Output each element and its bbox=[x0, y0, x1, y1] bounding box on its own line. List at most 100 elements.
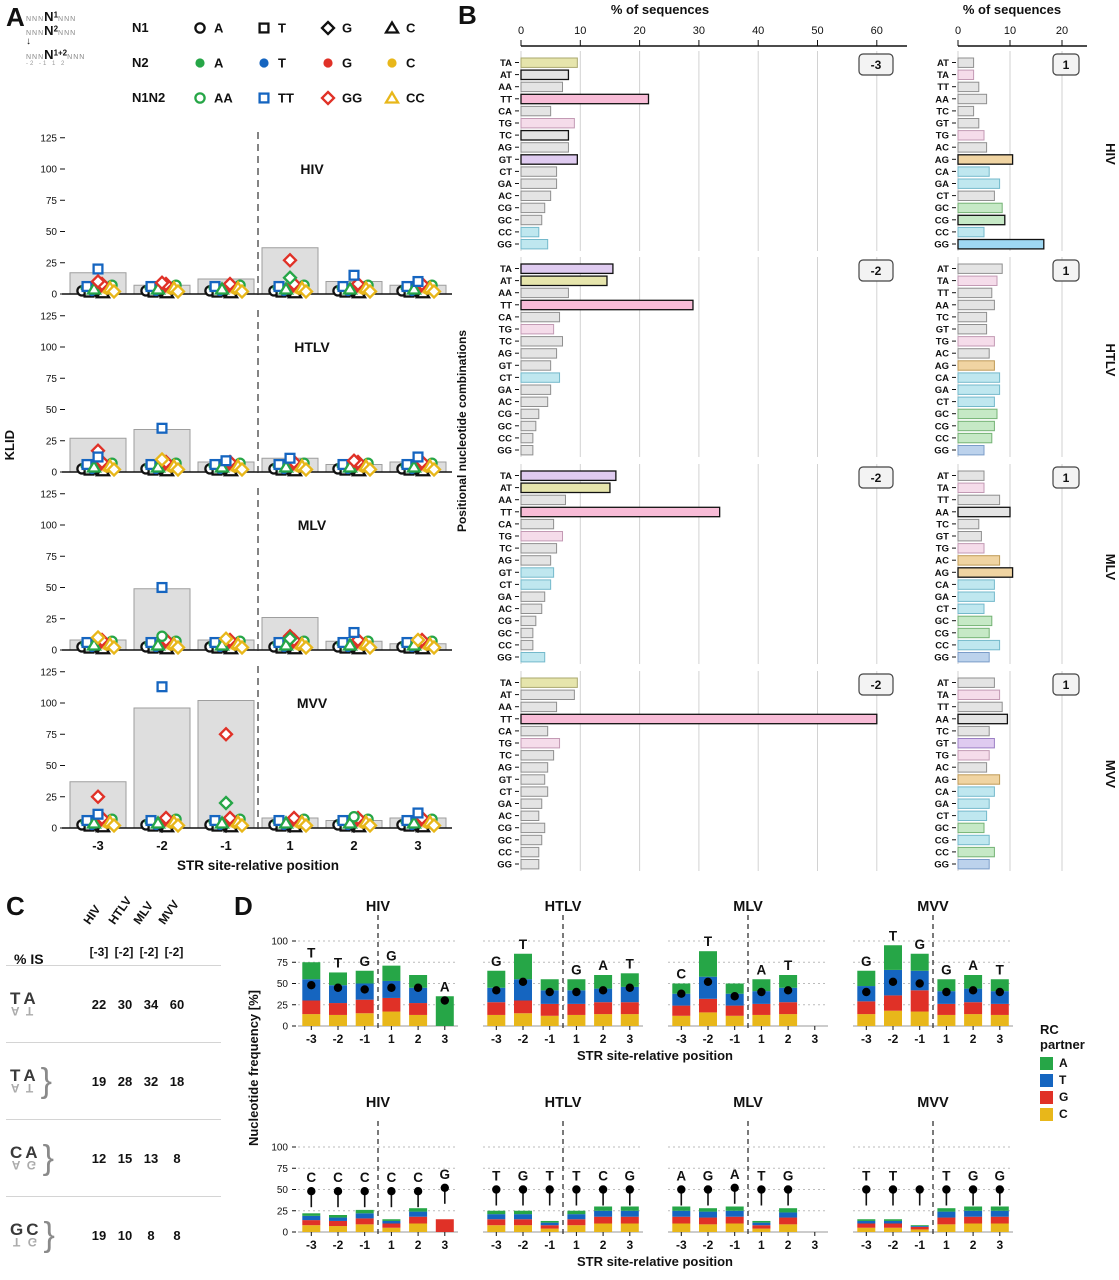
seq-bar bbox=[520, 263, 614, 275]
freq-segment bbox=[725, 1015, 744, 1026]
combo-label: TC bbox=[936, 312, 949, 323]
consensus-letter: A bbox=[676, 1169, 686, 1184]
combo-label: AA bbox=[935, 507, 949, 518]
seq-bar bbox=[520, 311, 561, 323]
freq-segment bbox=[990, 1206, 1009, 1211]
seq-bar bbox=[520, 652, 546, 663]
klid-marker bbox=[298, 817, 314, 834]
klid-marker bbox=[426, 461, 442, 478]
legend-CC-icon bbox=[383, 90, 401, 104]
freq-segment bbox=[964, 1210, 983, 1217]
combo-label: TT bbox=[937, 702, 949, 713]
freq-segment bbox=[355, 1218, 374, 1225]
freq-segment bbox=[937, 1217, 956, 1225]
freq-segment bbox=[540, 1220, 559, 1223]
seq-bar bbox=[957, 105, 975, 117]
seq-bar bbox=[957, 555, 1001, 566]
combo-label: AC bbox=[498, 397, 512, 408]
seq-bar bbox=[520, 408, 540, 420]
legend-G-icon bbox=[323, 58, 333, 68]
rc-swatch-icon bbox=[1040, 1107, 1053, 1121]
y-tick-label: 0 bbox=[51, 468, 57, 479]
combo-label: GT bbox=[936, 325, 949, 336]
y-tick-label: 50 bbox=[46, 227, 58, 238]
seq-bar bbox=[957, 677, 995, 688]
freq-segment bbox=[884, 1220, 902, 1224]
klid-marker bbox=[362, 639, 378, 656]
virus-label: MLV bbox=[1103, 554, 1118, 581]
combo-label: TT bbox=[500, 94, 512, 105]
seq-bar bbox=[957, 639, 1001, 651]
freq-segment bbox=[329, 1014, 347, 1026]
combo-label: CT bbox=[936, 191, 949, 202]
combo-label: AG bbox=[498, 556, 512, 567]
sequence-logo: C A A G} bbox=[10, 1141, 54, 1175]
freq-segment bbox=[355, 1209, 374, 1214]
freq-segment bbox=[329, 1217, 347, 1221]
freq-segment bbox=[620, 1206, 639, 1211]
freq-segment bbox=[725, 983, 744, 994]
mean-dot bbox=[703, 1185, 713, 1194]
combo-label: TT bbox=[500, 507, 512, 518]
combo-label: AG bbox=[498, 143, 512, 154]
combo-label: GG bbox=[934, 240, 949, 251]
chart-title: MLV bbox=[733, 1095, 763, 1111]
combo-label: CG bbox=[935, 835, 949, 846]
freq-segment bbox=[302, 1000, 321, 1015]
seq-bar bbox=[957, 701, 1003, 713]
freq-segment bbox=[487, 1014, 506, 1026]
freq-segment bbox=[964, 975, 983, 989]
freq-segment bbox=[672, 1206, 691, 1211]
seq-bar bbox=[957, 420, 995, 432]
freq-segment bbox=[672, 983, 691, 994]
combo-label: CT bbox=[499, 373, 512, 384]
x-tick-label: -1 bbox=[544, 1032, 555, 1046]
x-tick-label: -3 bbox=[861, 1238, 872, 1252]
combo-label: AC bbox=[935, 143, 949, 154]
combo-label: CG bbox=[498, 616, 512, 627]
legend-row-title: N2 bbox=[132, 55, 149, 70]
combo-label: TA bbox=[500, 264, 512, 275]
combo-label: GC bbox=[498, 835, 512, 846]
klid-marker bbox=[298, 639, 314, 656]
freq-segment bbox=[540, 1228, 559, 1232]
logo-letter: A bbox=[25, 1142, 38, 1162]
mean-dot bbox=[942, 1185, 951, 1194]
seq-bar bbox=[957, 384, 1001, 395]
freq-segment bbox=[990, 979, 1009, 992]
freq-segment bbox=[382, 1223, 401, 1228]
seq-bar bbox=[520, 299, 694, 311]
klid-marker bbox=[170, 639, 186, 656]
klid-marker bbox=[350, 276, 366, 292]
y-tick-label: 75 bbox=[46, 196, 58, 207]
panel-d-label: D bbox=[234, 891, 253, 921]
consensus-letter: T bbox=[757, 1169, 766, 1184]
x-tick-label: -2 bbox=[518, 1238, 529, 1252]
seq-bar bbox=[957, 130, 985, 141]
freq-segment bbox=[910, 990, 929, 1012]
freq-segment bbox=[699, 1211, 717, 1218]
combo-label: AT bbox=[937, 58, 949, 69]
seq-bar bbox=[520, 555, 552, 566]
freq-segment bbox=[514, 979, 532, 1001]
y-tick-label: 25 bbox=[277, 1206, 289, 1217]
combo-label: AT bbox=[500, 70, 512, 81]
seq-bar bbox=[520, 239, 549, 250]
combo-label: AT bbox=[500, 483, 512, 494]
seq-bar bbox=[957, 396, 995, 408]
combo-label: GG bbox=[497, 240, 512, 251]
freq-segment bbox=[990, 1014, 1009, 1026]
freq-segment bbox=[567, 979, 586, 991]
rc-legend-label: A bbox=[1059, 1056, 1068, 1070]
klid-marker bbox=[410, 632, 426, 648]
combo-label: GT bbox=[936, 119, 949, 130]
rc-swatch-icon bbox=[1040, 1056, 1053, 1070]
seq-bar bbox=[520, 420, 537, 432]
combo-label: GC bbox=[935, 823, 949, 834]
x-tick-label: -2 bbox=[156, 838, 168, 853]
combo-label: GT bbox=[936, 532, 949, 543]
freq-segment bbox=[487, 970, 506, 988]
freq-segment bbox=[514, 1225, 532, 1232]
x-tick-label: 1 bbox=[388, 1238, 395, 1252]
